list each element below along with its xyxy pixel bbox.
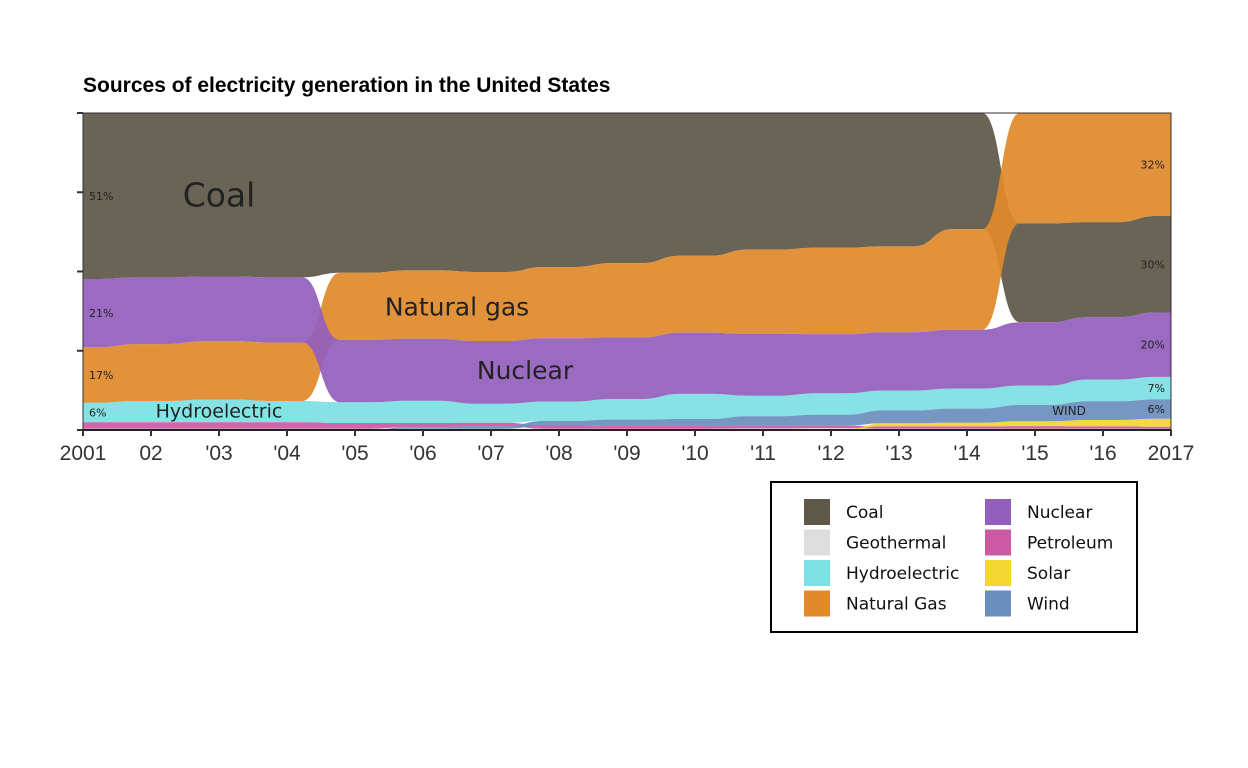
legend-swatch-solar (985, 560, 1011, 586)
series-natural-gas (83, 113, 1171, 403)
x-tick-label: '15 (1021, 442, 1048, 465)
label-wind: WIND (1052, 404, 1086, 418)
x-tick-label: '05 (341, 442, 368, 465)
legend-label-nuclear: Nuclear (1027, 503, 1092, 523)
legend-swatch-geothermal (804, 529, 830, 556)
legend-swatch-natural-gas (804, 590, 830, 617)
x-tick-label: '12 (817, 442, 844, 465)
series-nuclear (83, 276, 1171, 404)
area-petroleum (83, 422, 1171, 429)
label-hydroelectric: Hydroelectric (156, 401, 283, 423)
x-tick-label: '09 (613, 442, 640, 465)
series-petroleum (83, 422, 1171, 429)
value-label-2017-nuclear: 20% (1141, 339, 1165, 352)
series-labels: Coal Natural gas Nuclear Hydroelectric WIND 5… (89, 158, 1165, 422)
x-tick-label: '11 (750, 442, 776, 465)
legend-label-geothermal: Geothermal (846, 534, 946, 554)
value-label-2017-natural-gas: 32% (1141, 158, 1165, 171)
series-hydroelectric (83, 376, 1171, 423)
area-coal (83, 113, 1171, 323)
chart-title: Sources of electricity generation in the… (83, 74, 610, 97)
area-solar (83, 418, 1171, 430)
legend: Coal Geothermal Hydroelectric Natural Gas Nu… (770, 481, 1138, 633)
x-tick-label: '16 (1089, 442, 1116, 465)
value-label-2017-coal: 30% (1141, 258, 1165, 271)
x-tick-label: '14 (953, 442, 981, 465)
legend-box (770, 481, 1138, 633)
x-tick-label: '03 (205, 442, 232, 465)
x-tick-label: '10 (681, 442, 708, 465)
x-tick-label: '13 (885, 442, 912, 465)
label-natural-gas: Natural gas (385, 293, 529, 322)
value-label-2001-natural-gas: 17% (89, 369, 113, 382)
legend-label-wind: Wind (1027, 595, 1070, 615)
area-natural-gas (83, 113, 1171, 403)
label-coal: Coal (183, 176, 256, 215)
x-tick-label: 02 (139, 442, 162, 465)
area-wind (83, 399, 1171, 430)
x-tick-label: '04 (273, 442, 301, 465)
series-wind (83, 399, 1171, 430)
value-label-2017-hydroelectric: 7% (1148, 382, 1165, 395)
x-tick-label: 2017 (1148, 442, 1195, 465)
x-tick-label: '07 (477, 442, 504, 465)
legend-swatch-nuclear (985, 499, 1011, 525)
plot-area (83, 113, 1171, 430)
axes: 2001 02 '03 '04 '05 '06 '07 '08 '09 '10 '11 '12 '13 '… (60, 112, 1195, 465)
legend-swatch-petroleum (985, 529, 1011, 556)
area-nuclear (83, 276, 1171, 404)
x-tick-label: '08 (545, 442, 572, 465)
label-nuclear: Nuclear (477, 356, 574, 385)
value-label-2001-coal: 51% (89, 190, 113, 203)
legend-swatch-coal (804, 499, 830, 525)
area-hydroelectric (83, 376, 1171, 423)
x-tick-label: 2001 (60, 442, 107, 465)
legend-label-solar: Solar (1027, 564, 1070, 584)
value-label-2001-nuclear: 21% (89, 307, 113, 320)
value-label-2017-wind: 6% (1148, 403, 1165, 416)
legend-swatch-hydroelectric (804, 560, 830, 586)
series-coal (83, 113, 1171, 323)
legend-label-petroleum: Petroleum (1027, 534, 1113, 554)
x-tick-label: '06 (409, 442, 436, 465)
legend-swatch-wind (985, 590, 1011, 617)
legend-label-hydroelectric: Hydroelectric (846, 564, 959, 584)
value-label-2001-hydroelectric: 6% (89, 406, 106, 419)
series-solar (83, 418, 1171, 430)
legend-label-natural-gas: Natural Gas (846, 595, 947, 615)
legend-label-coal: Coal (846, 503, 883, 523)
